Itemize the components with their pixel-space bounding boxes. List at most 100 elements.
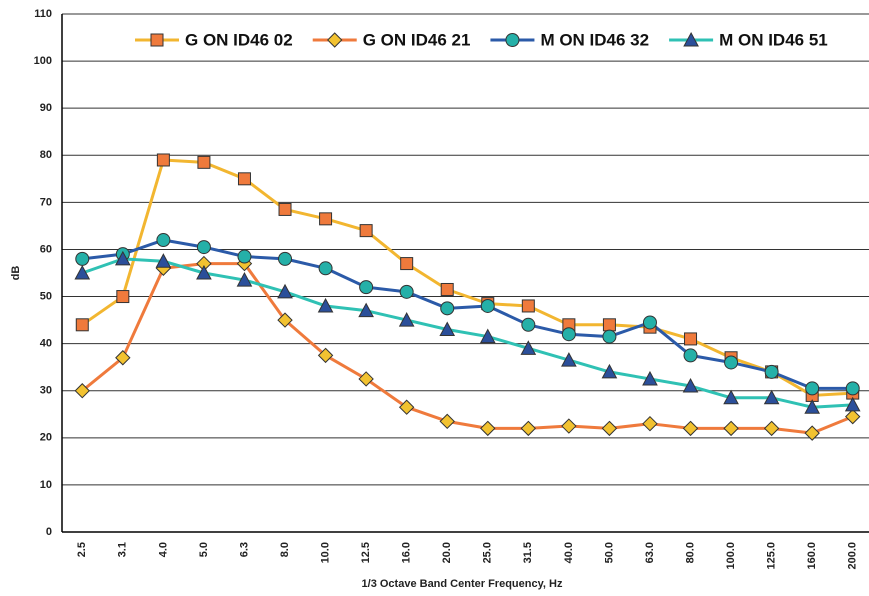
y-tick-label: 0	[46, 526, 52, 538]
marker	[358, 302, 374, 318]
x-tick-label: 125.0	[766, 542, 778, 570]
x-tick-label: 16.0	[401, 542, 413, 563]
marker	[115, 350, 131, 366]
x-tick-label: 40.0	[563, 542, 575, 563]
x-tick-label: 10.0	[319, 542, 331, 563]
marker	[278, 202, 292, 216]
x-tick-label: 160.0	[806, 542, 818, 570]
marker	[521, 299, 535, 313]
marker	[196, 264, 212, 280]
marker	[601, 420, 618, 437]
x-tick-label: 31.5	[522, 542, 534, 563]
legend-label: M ON ID46 32	[540, 30, 649, 49]
marker	[359, 224, 373, 238]
x-tick-label: 8.0	[279, 542, 291, 557]
x-tick-label: 100.0	[725, 542, 737, 570]
marker	[684, 332, 698, 346]
marker	[480, 420, 496, 437]
marker	[398, 399, 415, 415]
y-tick-label: 70	[40, 196, 52, 208]
legend-label: M ON ID46 51	[719, 30, 828, 49]
marker	[561, 327, 576, 342]
marker	[359, 280, 374, 295]
marker	[723, 389, 739, 405]
legend-label: G ON ID46 21	[363, 30, 471, 49]
marker	[642, 415, 658, 432]
marker	[642, 315, 657, 330]
marker	[277, 312, 293, 328]
series-line	[81, 257, 853, 409]
marker	[804, 399, 821, 414]
marker	[521, 317, 536, 332]
y-tick-label: 60	[40, 243, 52, 255]
marker	[440, 301, 455, 316]
marker	[398, 312, 415, 327]
marker	[237, 249, 252, 264]
y-tick-label: 90	[40, 102, 52, 114]
marker	[845, 381, 860, 396]
y-tick-label: 10	[40, 479, 52, 491]
x-tick-label: 63.0	[644, 542, 656, 563]
x-axis-label: 1/3 Octave Band Center Frequency, Hz	[362, 578, 563, 590]
marker	[327, 32, 343, 48]
y-tick-label: 50	[40, 290, 52, 302]
marker	[116, 290, 130, 304]
marker	[197, 155, 211, 169]
marker	[318, 261, 333, 276]
y-tick-label: 100	[34, 55, 52, 67]
marker	[505, 33, 520, 47]
marker	[682, 420, 699, 437]
marker	[150, 33, 164, 47]
marker	[399, 284, 414, 299]
marker	[804, 425, 820, 441]
x-tick-label: 12.5	[360, 542, 372, 563]
x-tick-label: 5.0	[198, 542, 210, 557]
x-tick-label: 6.3	[238, 542, 250, 557]
x-tick-label: 25.0	[482, 542, 494, 563]
x-tick-label: 80.0	[684, 542, 696, 563]
marker	[156, 153, 170, 167]
marker	[763, 420, 780, 437]
marker	[156, 233, 171, 248]
marker	[520, 340, 537, 355]
marker	[805, 381, 820, 396]
marker	[317, 297, 334, 313]
y-axis-label: dB	[10, 266, 22, 281]
marker	[763, 389, 780, 405]
marker	[277, 283, 293, 299]
marker	[723, 420, 739, 437]
x-tick-label: 3.1	[117, 542, 129, 557]
marker	[155, 253, 172, 268]
marker	[764, 364, 779, 379]
marker	[358, 371, 374, 387]
marker	[561, 352, 577, 367]
marker	[844, 396, 861, 412]
marker	[602, 318, 616, 332]
marker	[724, 355, 739, 370]
marker	[439, 321, 456, 337]
marker	[319, 212, 333, 226]
x-tick-label: 200.0	[847, 542, 859, 570]
marker	[75, 251, 90, 266]
y-tick-label: 20	[40, 432, 52, 444]
x-tick-label: 20.0	[441, 542, 453, 563]
marker	[317, 347, 334, 364]
marker	[480, 298, 495, 313]
marker	[74, 383, 90, 399]
marker	[682, 377, 699, 393]
marker	[642, 370, 658, 386]
marker	[479, 328, 496, 344]
marker	[683, 348, 698, 363]
marker	[440, 282, 454, 296]
marker	[439, 413, 455, 430]
y-tick-label: 80	[40, 149, 52, 161]
y-tick-label: 40	[40, 338, 52, 350]
x-tick-label: 50.0	[603, 542, 615, 563]
marker	[74, 264, 91, 280]
series-line	[81, 262, 854, 435]
legend-label: G ON ID46 02	[185, 30, 293, 49]
y-tick-label: 30	[40, 385, 52, 397]
marker	[278, 251, 293, 266]
